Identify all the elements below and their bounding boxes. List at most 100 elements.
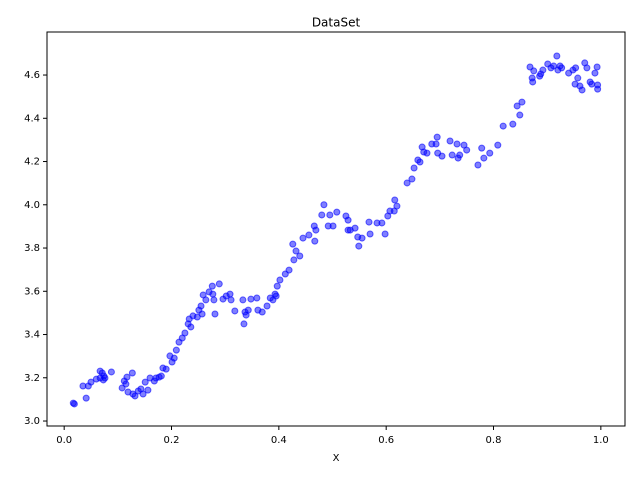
point	[446, 137, 454, 145]
point	[139, 390, 147, 398]
point	[202, 296, 210, 304]
point	[272, 292, 280, 300]
point	[480, 154, 488, 162]
point	[358, 234, 366, 242]
point	[276, 276, 284, 284]
point	[141, 378, 149, 386]
point	[344, 216, 352, 224]
point	[329, 222, 337, 230]
point	[122, 380, 130, 388]
point	[181, 329, 189, 337]
point	[574, 74, 582, 82]
point	[296, 252, 304, 260]
point	[365, 218, 373, 226]
point	[210, 296, 218, 304]
point	[128, 369, 136, 377]
point	[391, 196, 399, 204]
y-tick-label: 3.8	[24, 243, 40, 254]
point	[290, 256, 298, 264]
x-tick-label: 1.0	[593, 435, 609, 446]
x-tick-label: 0.0	[56, 435, 72, 446]
point	[432, 140, 440, 148]
point	[215, 280, 223, 288]
point	[572, 64, 580, 72]
point	[157, 372, 165, 380]
y-tick-label: 3.2	[24, 373, 40, 384]
x-tick-label: 0.8	[486, 435, 502, 446]
point	[101, 374, 109, 382]
point	[253, 294, 261, 302]
point	[240, 320, 248, 328]
point	[123, 373, 131, 381]
y-tick-label: 4.2	[24, 157, 40, 168]
point	[197, 302, 205, 310]
y-tick-label: 3.0	[24, 416, 40, 427]
point	[518, 98, 526, 106]
point	[187, 323, 195, 331]
point	[539, 66, 547, 74]
point	[594, 85, 602, 93]
point	[553, 52, 561, 60]
y-tick-label: 4.6	[24, 70, 40, 81]
y-tick-label: 4.4	[24, 113, 40, 124]
point	[593, 63, 601, 71]
point	[558, 64, 566, 72]
point	[318, 211, 326, 219]
point	[509, 120, 517, 128]
point	[333, 208, 341, 216]
x-tick-label: 0.2	[164, 435, 180, 446]
x-tick-label: 0.6	[378, 435, 394, 446]
point	[305, 231, 313, 239]
point	[289, 240, 297, 248]
point	[530, 67, 538, 75]
point	[263, 302, 271, 310]
x-axis-label: X	[333, 453, 340, 464]
point	[144, 386, 152, 394]
point	[378, 219, 386, 227]
point	[107, 368, 115, 376]
point	[226, 290, 234, 298]
point	[211, 310, 219, 318]
point	[408, 175, 416, 183]
point	[292, 247, 300, 255]
point	[463, 146, 471, 154]
point	[258, 308, 266, 316]
point	[494, 141, 502, 149]
point	[516, 111, 524, 119]
y-tick-label: 3.6	[24, 286, 40, 297]
point	[410, 164, 418, 172]
point	[239, 296, 247, 304]
point	[209, 290, 217, 298]
point	[193, 313, 201, 321]
y-tick-label: 4.0	[24, 200, 40, 211]
chart-title: DataSet	[312, 16, 361, 30]
plot-frame	[46, 31, 626, 427]
point	[320, 201, 328, 209]
point	[453, 140, 461, 148]
point	[438, 152, 446, 160]
point	[448, 151, 456, 159]
y-tick-label: 3.4	[24, 330, 40, 341]
point	[285, 266, 293, 274]
point	[366, 230, 374, 238]
point	[474, 161, 482, 169]
point	[478, 144, 486, 152]
point	[456, 151, 464, 159]
point	[403, 179, 411, 187]
point	[486, 149, 494, 157]
point	[529, 78, 537, 86]
point	[311, 237, 319, 245]
point	[416, 158, 424, 166]
point	[326, 211, 334, 219]
point	[591, 69, 599, 77]
point	[82, 394, 90, 402]
point	[299, 234, 307, 242]
point	[578, 86, 586, 94]
point	[513, 102, 521, 110]
point	[231, 307, 239, 315]
point	[70, 400, 78, 408]
point	[423, 149, 431, 157]
point	[247, 295, 255, 303]
point	[381, 230, 389, 238]
